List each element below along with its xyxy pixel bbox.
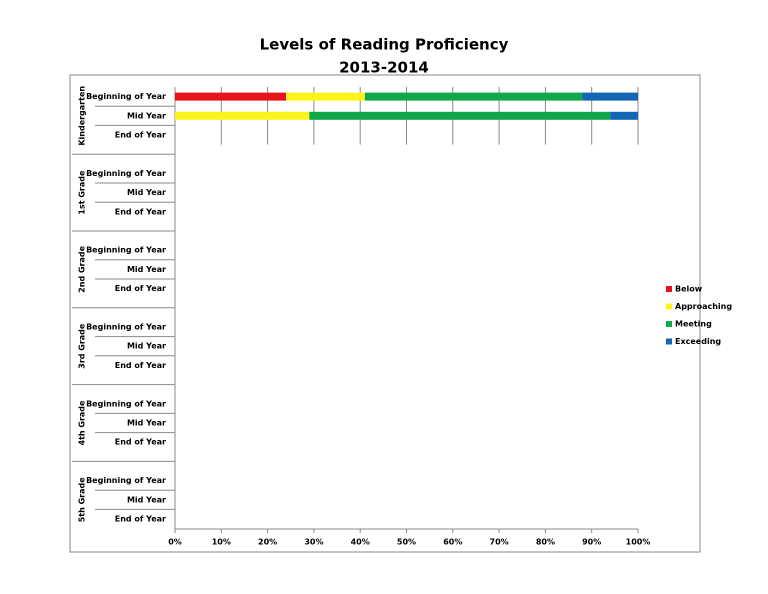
bar-segment bbox=[582, 92, 638, 101]
x-tick-label: 70% bbox=[490, 538, 509, 547]
bar-segment bbox=[175, 111, 310, 120]
group-label: 4th Grade bbox=[78, 400, 87, 446]
y-tick-label: End of Year bbox=[115, 438, 166, 447]
x-tick-label: 30% bbox=[304, 538, 323, 547]
y-tick-label: Mid Year bbox=[127, 419, 166, 428]
x-tick-label: 0% bbox=[168, 538, 182, 547]
legend-label: Meeting bbox=[675, 320, 712, 329]
y-tick-label: Beginning of Year bbox=[86, 476, 166, 485]
group-label: 3rd Grade bbox=[78, 323, 87, 369]
y-tick-label: Mid Year bbox=[127, 265, 166, 274]
y-tick-label: End of Year bbox=[115, 131, 166, 140]
y-tick-label: Mid Year bbox=[127, 111, 166, 120]
y-tick-label: End of Year bbox=[115, 284, 166, 293]
group-label: 1st Grade bbox=[78, 170, 87, 215]
y-tick-label: End of Year bbox=[115, 361, 166, 370]
group-label: Kindergarten bbox=[78, 86, 87, 146]
legend-label: Approaching bbox=[675, 302, 732, 311]
y-tick-label: Mid Year bbox=[127, 188, 166, 197]
y-tick-label: Mid Year bbox=[127, 342, 166, 351]
x-tick-label: 100% bbox=[626, 538, 651, 547]
x-tick-label: 40% bbox=[351, 538, 370, 547]
legend-swatch bbox=[666, 286, 672, 292]
legend-label: Exceeding bbox=[675, 337, 721, 346]
bar-segment bbox=[309, 111, 611, 120]
chart-subtitle: 2013-2014 bbox=[339, 59, 429, 77]
legend-swatch bbox=[666, 321, 672, 327]
x-tick-label: 20% bbox=[258, 538, 277, 547]
y-tick-label: Beginning of Year bbox=[86, 323, 166, 332]
bar-segment bbox=[286, 92, 365, 101]
y-tick-label: Mid Year bbox=[127, 495, 166, 504]
legend-label: Below bbox=[675, 285, 703, 294]
y-tick-label: Beginning of Year bbox=[86, 399, 166, 408]
chart-title: Levels of Reading Proficiency bbox=[260, 36, 509, 54]
y-tick-label: Beginning of Year bbox=[86, 92, 166, 101]
legend-swatch bbox=[666, 338, 672, 345]
group-label: 2nd Grade bbox=[78, 245, 87, 292]
x-tick-label: 90% bbox=[582, 538, 601, 547]
x-tick-label: 10% bbox=[212, 538, 231, 547]
group-label: 5th Grade bbox=[78, 477, 87, 523]
y-tick-label: End of Year bbox=[115, 207, 166, 216]
x-tick-label: 50% bbox=[397, 538, 416, 547]
y-tick-label: End of Year bbox=[115, 515, 166, 524]
bar-segment bbox=[610, 111, 638, 120]
y-tick-label: Beginning of Year bbox=[86, 169, 166, 178]
bar-segment bbox=[175, 92, 287, 101]
x-tick-label: 60% bbox=[443, 538, 462, 547]
bar-segment bbox=[364, 92, 583, 101]
legend-swatch bbox=[666, 303, 672, 310]
y-tick-label: Beginning of Year bbox=[86, 246, 166, 255]
x-tick-label: 80% bbox=[536, 538, 555, 547]
